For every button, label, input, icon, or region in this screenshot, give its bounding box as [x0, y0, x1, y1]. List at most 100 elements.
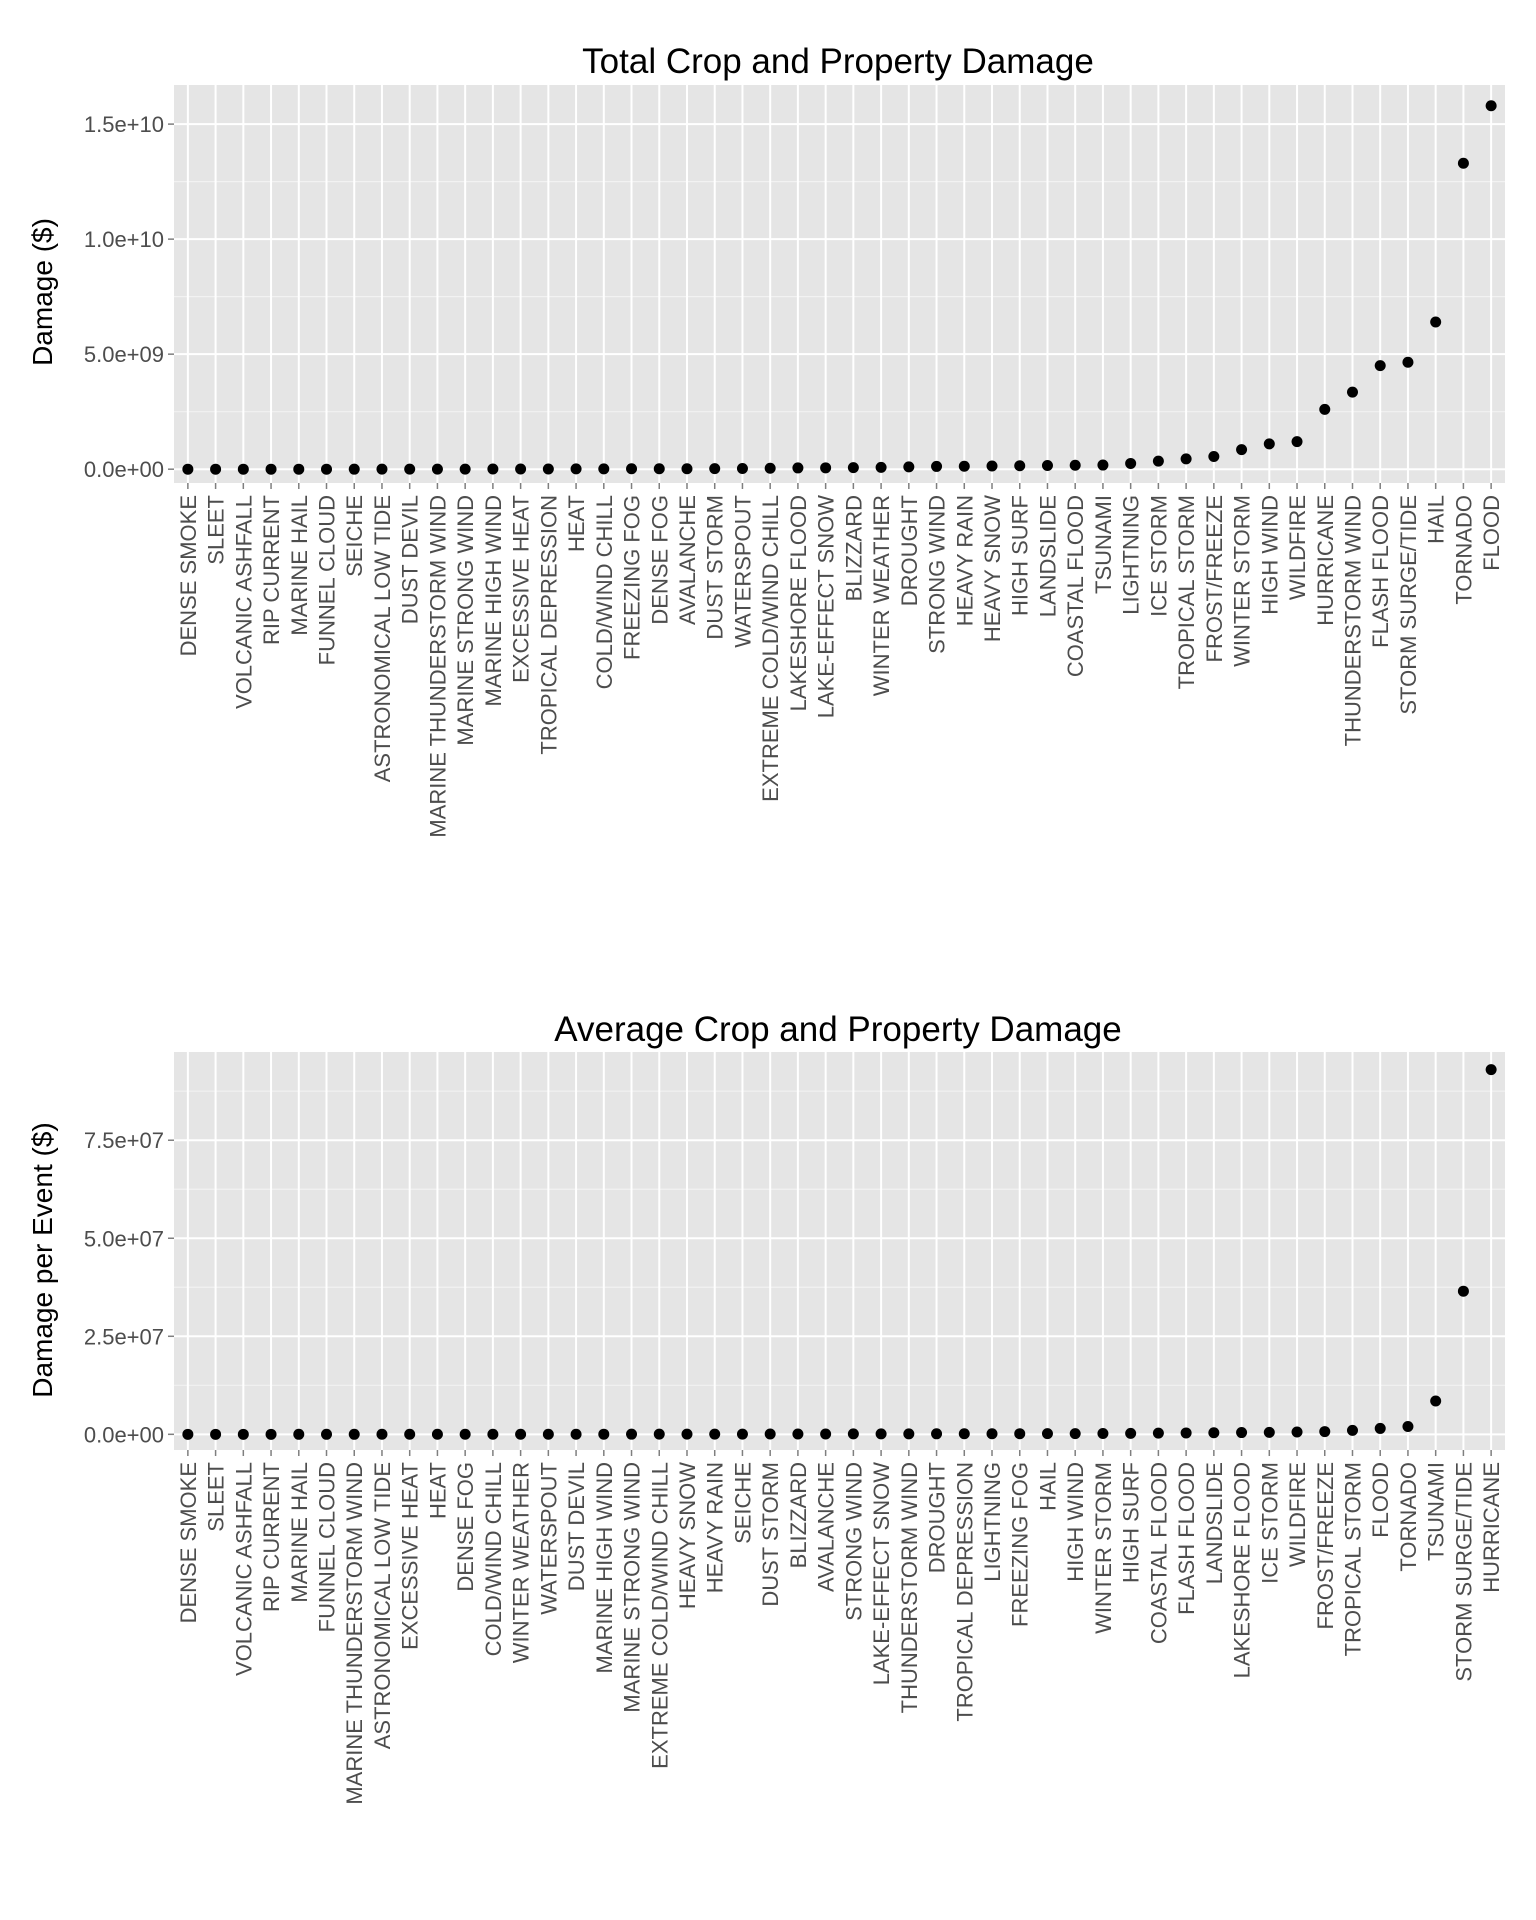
data-point [1152, 455, 1164, 467]
x-tick-label: HEAVY RAIN [703, 1462, 728, 1593]
data-point [515, 1428, 527, 1440]
data-point [265, 1428, 277, 1440]
data-point [1402, 1420, 1414, 1432]
data-point [736, 463, 748, 475]
data-point [1485, 100, 1497, 112]
x-tick-label: LANDSLIDE [1202, 1462, 1227, 1584]
x-tick-label: ASTRONOMICAL LOW TIDE [370, 1462, 395, 1749]
data-point [348, 1428, 360, 1440]
data-point [570, 463, 582, 475]
data-point [820, 462, 832, 474]
x-tick-label: EXCESSIVE HEAT [509, 495, 534, 683]
x-tick-label: WILDFIRE [1285, 495, 1310, 600]
data-point [1402, 356, 1414, 368]
data-point [182, 1428, 194, 1440]
x-ticks-total: DENSE SMOKE SLEET VOLCANIC ASHFALL RIP CURR… [176, 483, 1504, 838]
x-tick-label: EXTREME COLD/WIND CHILL [758, 495, 783, 802]
data-point [1319, 403, 1331, 415]
x-tick-label: TROPICAL DEPRESSION [952, 1462, 977, 1722]
data-point [1374, 1422, 1386, 1434]
data-point [1208, 1427, 1220, 1439]
x-tick-label: HAIL [1424, 495, 1449, 544]
data-point [237, 463, 249, 475]
data-point [376, 463, 388, 475]
x-tick-label: LAKESHORE FLOOD [786, 495, 811, 711]
data-point [237, 1428, 249, 1440]
data-point [1180, 453, 1192, 465]
x-tick-label: MARINE THUNDERSTORM WIND [425, 495, 450, 838]
x-tick-label: LANDSLIDE [1035, 495, 1060, 617]
data-point [293, 463, 305, 475]
y-axis-label-average: Damage per Event ($) [27, 1122, 58, 1397]
x-tick-label: COASTAL FLOOD [1063, 495, 1088, 677]
data-point [903, 1428, 915, 1440]
data-point [1069, 1428, 1081, 1440]
x-tick-label: RIP CURRENT [259, 495, 284, 645]
x-tick-label: BLIZZARD [841, 495, 866, 601]
x-tick-label: DUST STORM [703, 495, 728, 640]
chart-title-average: Average Crop and Property Damage [554, 1010, 1121, 1049]
data-point [210, 463, 222, 475]
x-tick-label: HIGH SURF [1008, 495, 1033, 616]
data-point [958, 1428, 970, 1440]
x-tick-label: MARINE THUNDERSTORM WIND [342, 1462, 367, 1805]
data-point [903, 461, 915, 473]
data-point [847, 1428, 859, 1440]
data-point [598, 463, 610, 475]
x-tick-label: HAIL [1035, 1462, 1060, 1511]
data-point [293, 1428, 305, 1440]
x-tick-label: LAKESHORE FLOOD [1230, 1462, 1255, 1678]
x-tick-label: SLEET [204, 1462, 229, 1532]
x-tick-label: HURRICANE [1479, 1462, 1504, 1593]
x-tick-label: MARINE HIGH WIND [592, 1462, 617, 1673]
data-point [986, 1428, 998, 1440]
y-tick-label: 0.0e+00 [84, 1422, 164, 1447]
x-tick-label: WATERSPOUT [730, 495, 755, 648]
x-tick-label: FROST/FREEZE [1202, 495, 1227, 662]
x-tick-label: MARINE HIGH WIND [481, 495, 506, 706]
data-point [1291, 436, 1303, 448]
x-tick-label: DROUGHT [897, 495, 922, 606]
y-tick-label: 7.5e+07 [84, 1128, 164, 1153]
x-tick-label: COASTAL FLOOD [1146, 1462, 1171, 1644]
x-tick-label: HEAVY RAIN [952, 495, 977, 626]
x-tick-label: DENSE FOG [453, 1462, 478, 1592]
data-point [1069, 459, 1081, 471]
average-damage-chart: Average Crop and Property Damage Damage … [27, 1010, 1505, 1805]
data-point [736, 1428, 748, 1440]
data-point [1346, 1424, 1358, 1436]
grid-lines-average [174, 1052, 1505, 1450]
x-tick-label: VOLCANIC ASHFALL [231, 495, 256, 709]
y-ticks-average: 0.0e+00 2.5e+07 5.0e+07 7.5e+07 [84, 1128, 174, 1447]
x-tick-label: WINTER WEATHER [509, 1462, 534, 1663]
data-point [709, 1428, 721, 1440]
x-tick-label: HEAT [564, 495, 589, 552]
data-point [348, 463, 360, 475]
x-tick-label: HIGH WIND [1257, 495, 1282, 615]
data-point [182, 463, 194, 475]
data-point [1125, 457, 1137, 469]
data-point [931, 1428, 943, 1440]
x-tick-label: TORNADO [1396, 1462, 1421, 1572]
x-tick-label: SEICHE [730, 1462, 755, 1544]
data-point [459, 1428, 471, 1440]
chart-title-total: Total Crop and Property Damage [582, 42, 1094, 81]
x-tick-label: DENSE FOG [647, 495, 672, 625]
data-point [1236, 1427, 1248, 1439]
data-point [931, 460, 943, 472]
y-tick-label: 5.0e+09 [84, 342, 164, 367]
x-tick-label: ICE STORM [1257, 1462, 1282, 1584]
x-ticks-average: DENSE SMOKE SLEET VOLCANIC ASHFALL RIP CURR… [176, 1450, 1504, 1805]
x-tick-label: ICE STORM [1146, 495, 1171, 617]
x-tick-label: TORNADO [1451, 495, 1476, 605]
x-tick-label: VOLCANIC ASHFALL [231, 1462, 256, 1676]
x-tick-label: MARINE STRONG WIND [620, 1462, 645, 1713]
data-point [792, 1428, 804, 1440]
y-tick-label: 2.5e+07 [84, 1324, 164, 1349]
plot-panel-average [174, 1052, 1505, 1450]
plot-panel-total [174, 85, 1505, 483]
data-point [626, 1428, 638, 1440]
x-tick-label: THUNDERSTORM WIND [897, 1462, 922, 1713]
x-tick-label: TSUNAMI [1424, 1462, 1449, 1561]
x-tick-label: EXCESSIVE HEAT [398, 1462, 423, 1650]
